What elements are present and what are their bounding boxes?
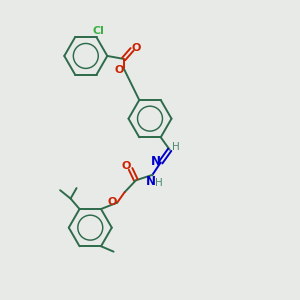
Text: N: N [146,175,156,188]
Text: H: H [155,178,163,188]
Text: Cl: Cl [92,26,104,36]
Text: O: O [132,43,141,53]
Text: O: O [114,65,124,75]
Text: N: N [150,155,161,168]
Text: H: H [172,142,180,152]
Text: O: O [107,197,116,207]
Text: O: O [121,161,130,171]
